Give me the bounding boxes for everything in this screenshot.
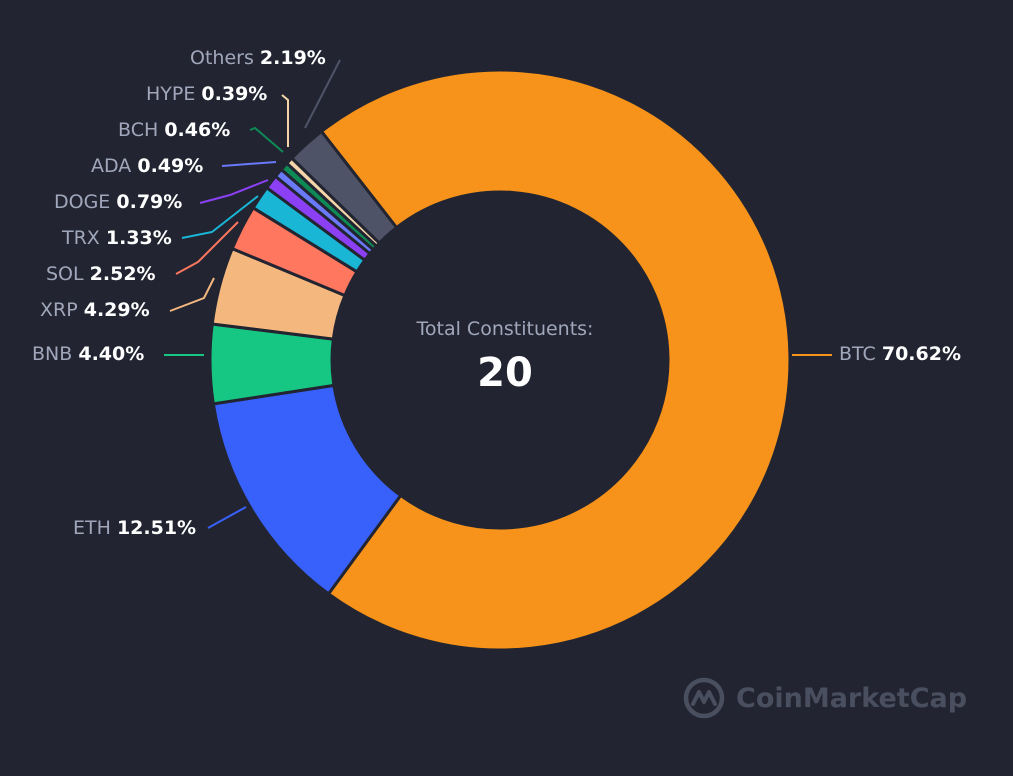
label-ada: ADA 0.49%: [91, 155, 204, 177]
label-trx: TRX 1.33%: [62, 227, 172, 249]
slice-others[interactable]: [290, 129, 399, 245]
leader-line: [221, 161, 277, 167]
leader-line: [304, 59, 341, 129]
brand-name: CoinMarketCap: [736, 682, 968, 714]
center-value: 20: [477, 350, 533, 396]
leader-line: [281, 94, 289, 147]
label-bch: BCH 0.46%: [118, 119, 231, 141]
leader-line: [169, 277, 215, 312]
label-hype: HYPE 0.39%: [146, 83, 268, 105]
label-xrp: XRP 4.29%: [40, 299, 150, 321]
leader-line: [207, 506, 247, 529]
label-btc: BTC 70.62%: [839, 343, 961, 365]
leader-line: [249, 126, 284, 153]
leader-line: [199, 179, 269, 204]
center-title: Total Constituents:: [416, 318, 594, 340]
label-doge: DOGE 0.79%: [54, 191, 183, 213]
coinmarketcap-logo-icon: [683, 677, 725, 719]
label-eth: ETH 12.51%: [73, 517, 197, 539]
label-bnb: BNB 4.40%: [32, 343, 145, 365]
slice-btc[interactable]: [319, 68, 792, 652]
label-sol: SOL 2.52%: [46, 263, 156, 285]
coinmarketcap-watermark: CoinMarketCap: [682, 676, 967, 720]
leader-line: [181, 195, 259, 239]
leader-line: [175, 221, 239, 275]
label-others: Others 2.19%: [190, 47, 326, 69]
